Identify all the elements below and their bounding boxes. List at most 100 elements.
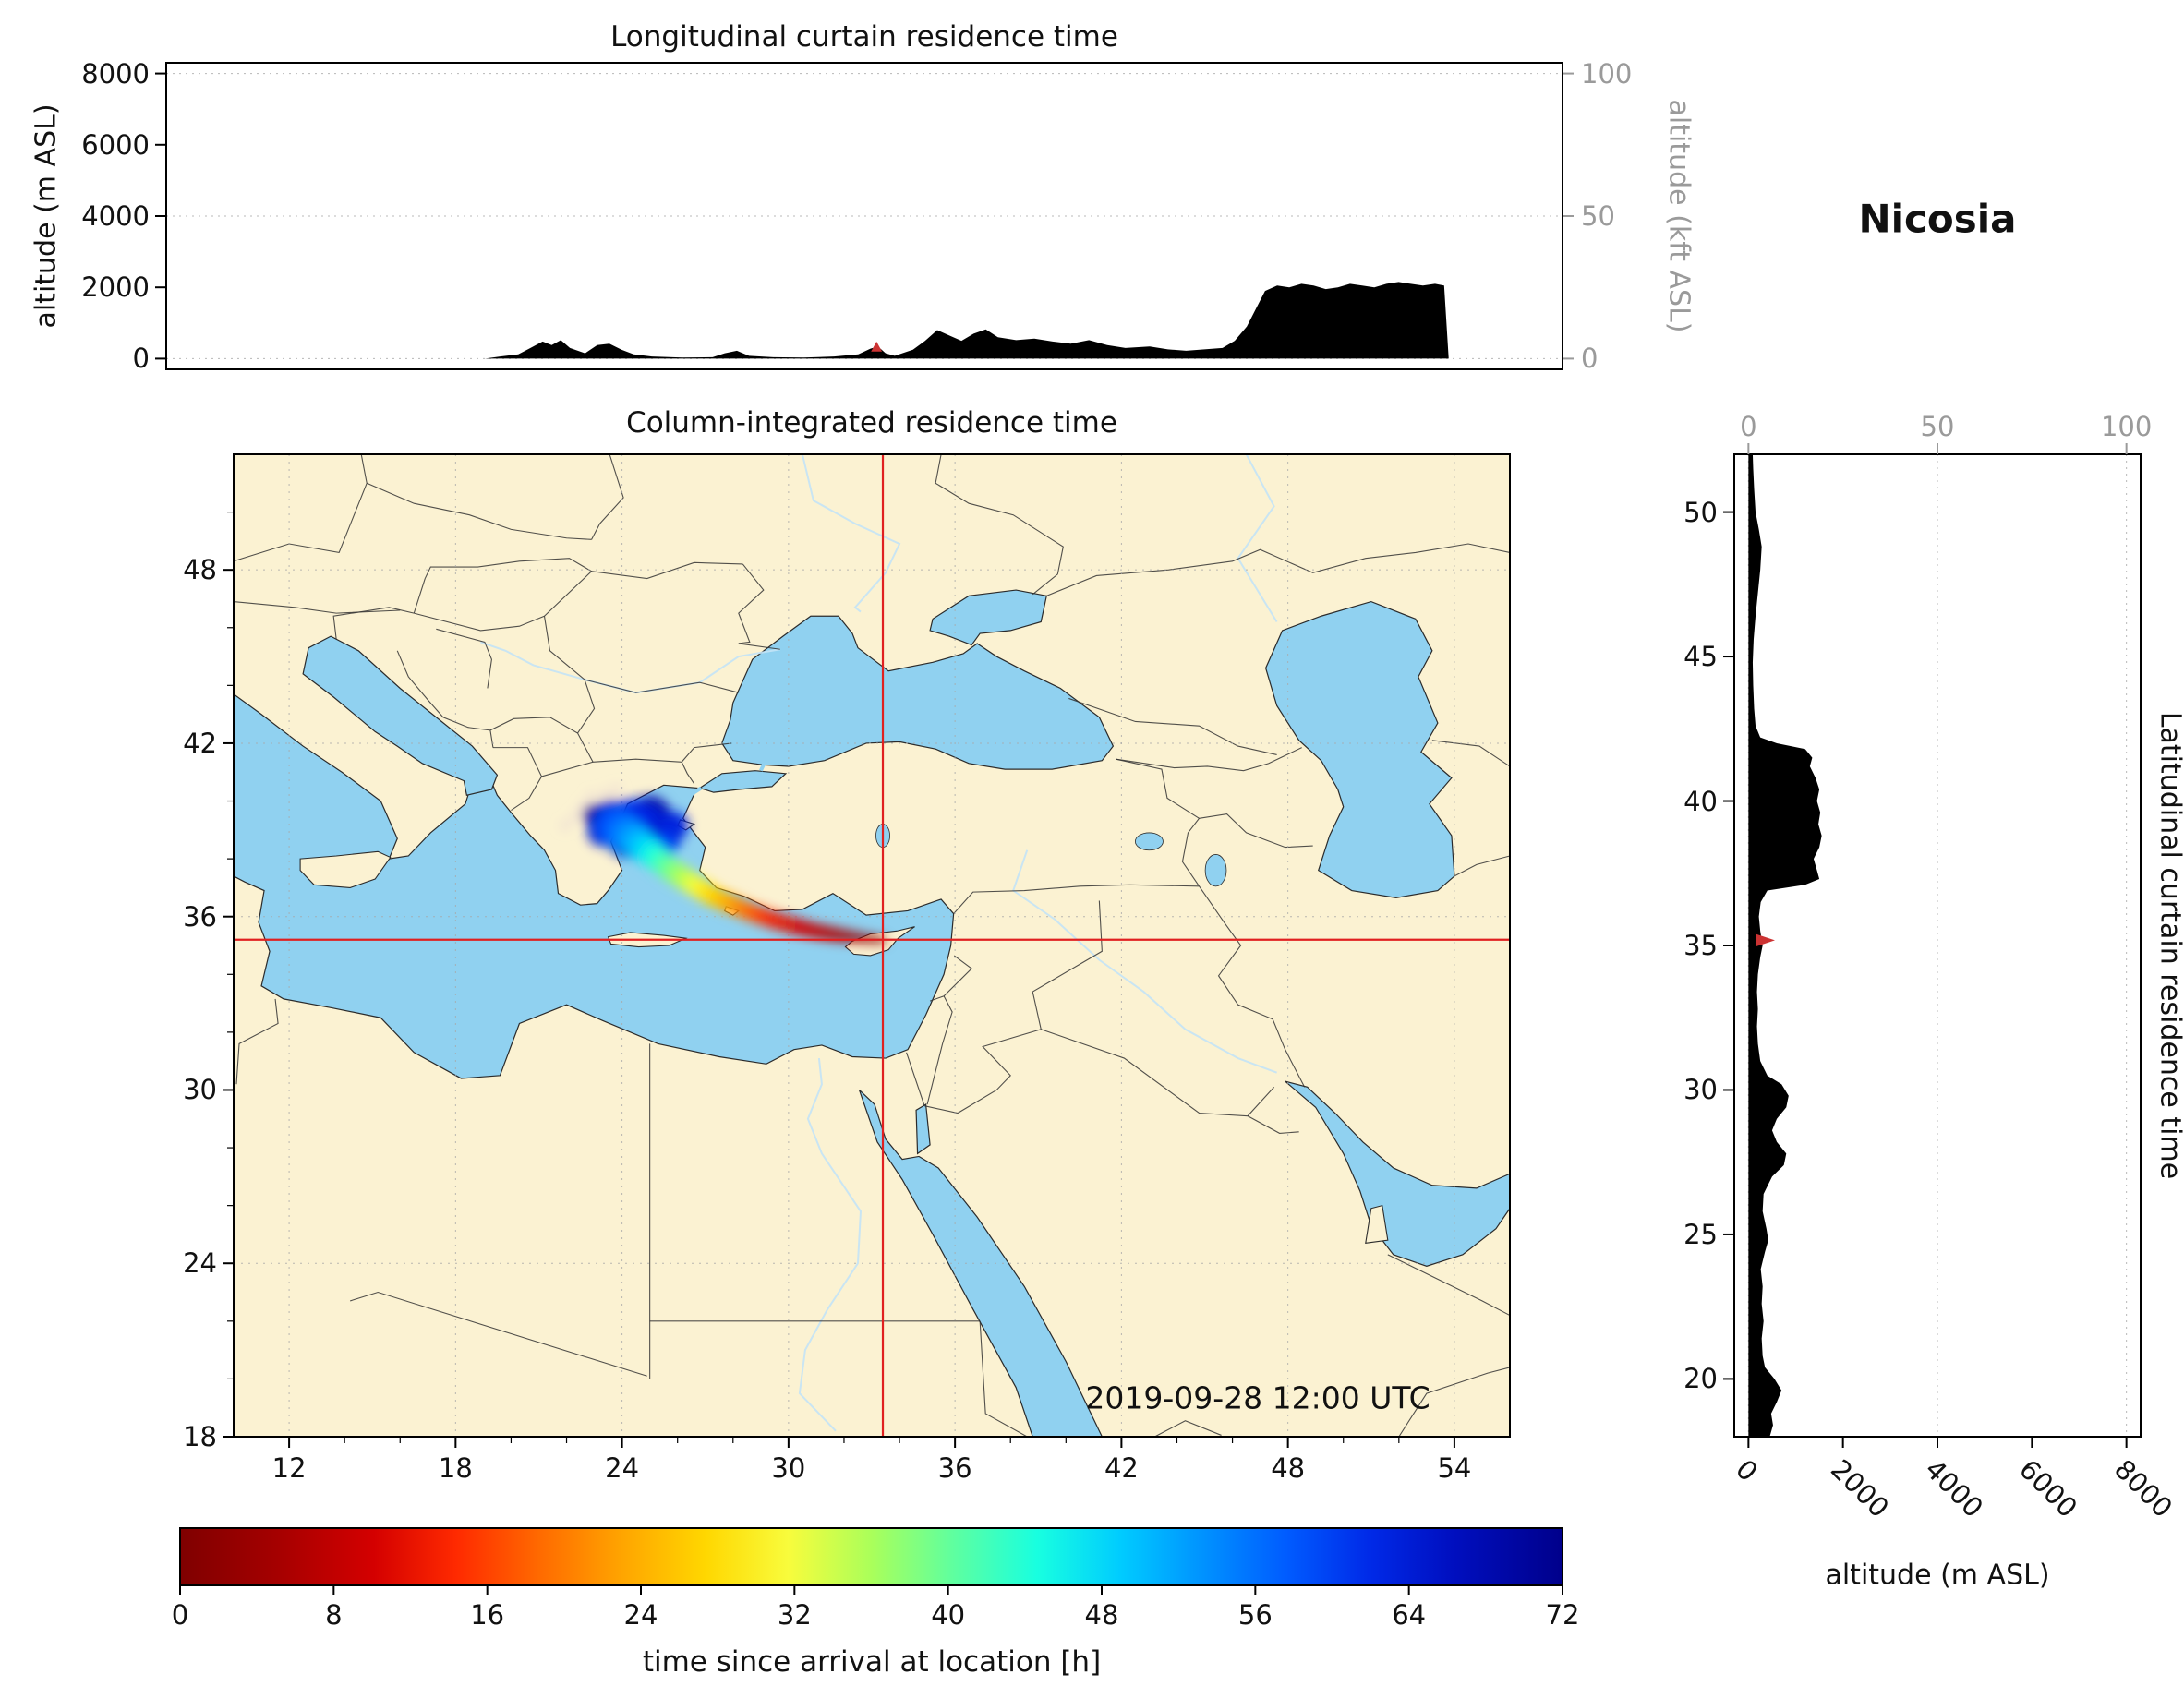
country-border — [1181, 817, 1200, 887]
right-y-tick-label: 40 — [1683, 785, 1718, 817]
right-x-tick-label: 6000 — [2013, 1453, 2084, 1524]
water-adriatic — [302, 635, 499, 796]
country-border — [1046, 543, 1510, 596]
river-nile — [798, 1057, 862, 1432]
country-border — [979, 1320, 1028, 1437]
country-border — [1032, 900, 1103, 993]
colorbar-tick-label: 40 — [931, 1599, 966, 1631]
map-title: Column-integrated residence time — [626, 406, 1117, 440]
map-x-tick-label: 42 — [1104, 1452, 1139, 1484]
river-euphrates — [1012, 849, 1277, 1074]
country-border — [738, 563, 765, 644]
right-top-tick-label: 100 — [2100, 411, 2153, 442]
map-x-tick-label: 18 — [438, 1452, 473, 1484]
country-border — [350, 1291, 647, 1377]
country-border — [1247, 1115, 1299, 1134]
source-marker-longitudinal — [871, 341, 883, 352]
right-y-tick-label: 50 — [1683, 496, 1718, 528]
country-border — [1398, 1367, 1510, 1437]
map-datetime: 2019-09-28 12:00 UTC — [1085, 1379, 1430, 1416]
y-tick-label: 8000 — [81, 57, 150, 90]
river-dnieper — [801, 454, 901, 613]
country-border — [234, 483, 368, 562]
country-border — [591, 454, 624, 540]
country-border — [1068, 697, 1277, 755]
right-panel-label: Latitudinal curtain residence time — [2154, 711, 2184, 1180]
y-tick-right-label: 0 — [1581, 343, 1599, 375]
map-y-tick-label: 36 — [183, 900, 217, 933]
country-border — [396, 650, 490, 731]
country-border — [738, 643, 780, 650]
map-x-tick-label: 24 — [605, 1452, 640, 1484]
river-volga — [1237, 454, 1278, 623]
country-border — [929, 955, 972, 1002]
water-black-sea — [721, 615, 1115, 770]
lake-van — [1135, 832, 1164, 851]
map-y-tick-label: 24 — [183, 1247, 217, 1280]
colorbar-gradient — [180, 1528, 1563, 1585]
country-border — [541, 742, 732, 777]
right-y-tick-label: 25 — [1683, 1218, 1718, 1250]
top-panel-title: Longitudinal curtain residence time — [610, 20, 1118, 54]
colorbar-label: time since arrival at location [h] — [642, 1645, 1102, 1679]
plume-faint-point — [600, 789, 610, 799]
country-border — [366, 482, 592, 540]
right-y-tick-label: 45 — [1683, 641, 1718, 673]
map-x-tick-label: 30 — [771, 1452, 806, 1484]
country-border — [1154, 1420, 1222, 1437]
colorbar-tick-label: 64 — [1392, 1599, 1427, 1631]
longitudinal-terrain-profile — [166, 282, 1563, 359]
right-y-tick-label: 20 — [1683, 1363, 1718, 1395]
colorbar-tick-label: 72 — [1545, 1599, 1580, 1631]
country-border — [926, 995, 953, 1105]
colorbar-tick-label: 8 — [325, 1599, 343, 1631]
country-border — [360, 454, 368, 484]
plume-faint-point — [611, 785, 621, 794]
top-ylabel-right: altitude (kft ASL) — [1662, 99, 1695, 333]
water-persian-gulf — [1285, 1080, 1510, 1267]
lake-urmia — [1204, 854, 1227, 887]
water-sea-of-azov — [929, 589, 1047, 646]
country-border — [681, 762, 695, 785]
country-border — [413, 578, 426, 614]
map-y-tick-label: 48 — [183, 554, 217, 586]
country-border — [906, 1052, 925, 1106]
country-border — [1199, 885, 1306, 1088]
country-border — [577, 679, 596, 734]
country-border — [544, 561, 743, 617]
y-tick-right-label: 50 — [1581, 200, 1615, 232]
right-x-tick-label: 2000 — [1824, 1453, 1895, 1524]
colorbar-tick-label: 0 — [171, 1599, 189, 1631]
colorbar-tick-label: 32 — [777, 1599, 812, 1631]
colorbar-tick-label: 16 — [470, 1599, 505, 1631]
right-top-tick-label: 50 — [1920, 411, 1955, 442]
country-border — [489, 717, 594, 763]
right-x-tick-label: 8000 — [2107, 1453, 2178, 1524]
colorbar-tick-label: 48 — [1084, 1599, 1119, 1631]
country-border — [414, 612, 545, 632]
plume-faint-point — [586, 792, 597, 801]
top-ylabel-left: altitude (m ASL) — [30, 103, 63, 329]
water-caspian-sea — [1264, 600, 1455, 898]
water-sea-of-marmara — [698, 770, 788, 793]
colorbar-tick-label: 56 — [1237, 1599, 1273, 1631]
island-qatar — [1365, 1204, 1389, 1244]
country-border — [235, 998, 279, 1085]
y-tick-label: 4000 — [81, 200, 150, 232]
map-y-tick-label: 18 — [183, 1421, 217, 1452]
country-border — [935, 454, 1064, 596]
strait — [759, 761, 767, 772]
plume-faint-point — [570, 812, 580, 822]
latitudinal-terrain-profile — [1748, 454, 1822, 1437]
colorbar-tick-label: 24 — [623, 1599, 658, 1631]
plume-group — [561, 785, 887, 945]
right-top-tick-label: 0 — [1740, 411, 1757, 442]
map-y-tick-label: 30 — [183, 1074, 217, 1106]
map-border — [233, 453, 1511, 1438]
country-border — [436, 628, 492, 689]
source-marker-latitudinal — [1756, 933, 1775, 947]
country-border — [1387, 1254, 1510, 1317]
map-x-tick-label: 12 — [271, 1452, 307, 1484]
country-border — [543, 616, 585, 680]
